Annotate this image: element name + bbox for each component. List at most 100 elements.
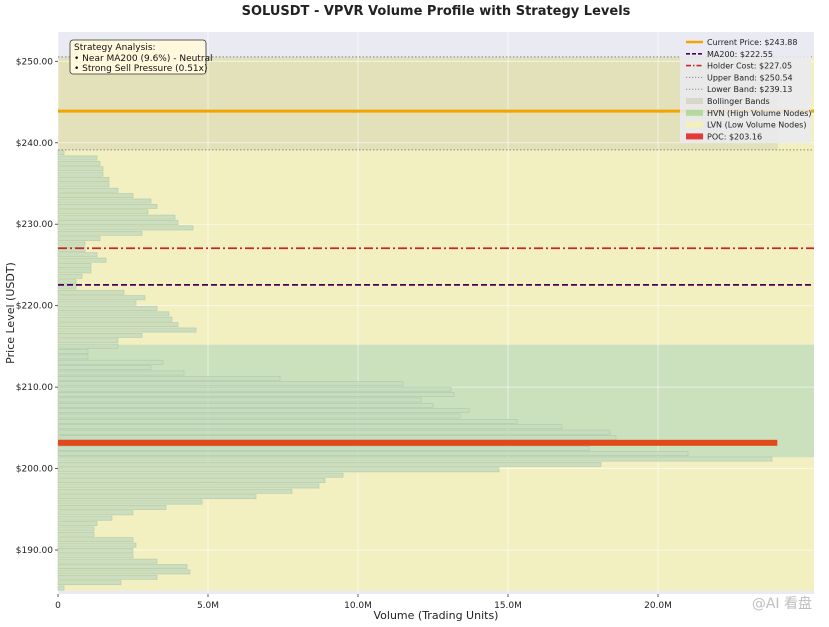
volume-bar-14 <box>57 510 134 516</box>
volume-bar-48 <box>57 327 197 333</box>
legend-label-3: Upper Band: $250.54 <box>707 73 793 82</box>
volume-bar-57 <box>57 279 77 285</box>
volume-bar-59 <box>57 268 92 274</box>
y-tick-label-3: $220.00 <box>16 302 53 312</box>
volume-bar-80 <box>57 155 98 161</box>
volume-bar-52 <box>57 306 158 311</box>
volume-bar-55 <box>57 290 125 295</box>
watermark: @AI 看盘 <box>752 595 812 612</box>
volume-bar-79 <box>57 160 101 166</box>
volume-bar-5 <box>57 558 158 564</box>
volume-bar-33 <box>57 408 470 414</box>
volume-bar-73 <box>57 193 134 199</box>
volume-bar-25 <box>57 451 689 457</box>
volume-bar-18 <box>57 488 293 494</box>
volume-bar-72 <box>57 198 152 204</box>
volume-bar-62 <box>57 252 98 258</box>
legend-swatch-5 <box>686 98 703 104</box>
volume-bar-49 <box>57 322 179 328</box>
volume-bar-66 <box>57 230 143 236</box>
x-tick-label-1: 5.0M <box>197 601 219 611</box>
volume-bar-47 <box>57 333 143 338</box>
volume-bar-7 <box>57 548 134 553</box>
zones-layer <box>58 56 814 591</box>
volume-bar-71 <box>57 203 158 209</box>
legend-label-5: Bollinger Bands <box>707 97 770 106</box>
volume-bar-16 <box>57 499 203 505</box>
volume-bar-21 <box>57 472 344 478</box>
volume-bar-67 <box>57 225 194 231</box>
volume-bar-32 <box>57 413 461 419</box>
volume-bar-11 <box>57 526 95 532</box>
watermark-text: @AI 看盘 <box>752 595 812 612</box>
volume-bar-61 <box>57 257 107 263</box>
volume-bar-81 <box>57 150 65 156</box>
legend-swatch-7 <box>686 121 703 128</box>
volume-bar-68 <box>57 220 179 225</box>
strategy-annotation: Strategy Analysis:• Near MA200 (9.6%) - … <box>69 39 213 75</box>
volume-bar-2 <box>57 574 158 580</box>
y-axis-ticks: $190.00 $200.00 $210.00 $220.00 $230.00 $240.… <box>16 57 58 556</box>
volume-bar-53 <box>57 300 137 306</box>
volume-bar-65 <box>57 236 101 242</box>
volume-bar-58 <box>57 273 83 279</box>
legend-label-8: POC: $203.16 <box>707 132 762 141</box>
legend: Current Price: $243.88 MA200: $222.55 Hold… <box>680 35 812 143</box>
volume-bar-29 <box>57 429 611 435</box>
y-tick-label-1: $200.00 <box>16 465 53 475</box>
x-tick-label-0: 0 <box>55 601 61 611</box>
volume-bar-0 <box>57 585 65 591</box>
y-tick-label-5: $240.00 <box>16 139 53 149</box>
volume-bar-23 <box>57 462 602 467</box>
volume-bar-69 <box>57 214 176 220</box>
legend-swatch-8 <box>686 133 703 140</box>
annotation-title: Strategy Analysis: <box>74 43 156 53</box>
volume-bar-10 <box>57 531 95 537</box>
volume-bar-12 <box>57 521 98 526</box>
y-tick-label-4: $230.00 <box>16 220 53 230</box>
volume-bar-34 <box>57 402 434 408</box>
volume-bar-44 <box>57 349 89 354</box>
volume-bar-42 <box>57 359 164 365</box>
volume-bar-37 <box>57 386 452 392</box>
x-axis-ticks: 0 5.0M 10.0M 15.0M 20.0M <box>55 594 672 611</box>
volume-bar-8 <box>57 542 137 548</box>
volume-bar-43 <box>57 354 89 360</box>
chart-title: SOLUSDT - VPVR Volume Profile with Strat… <box>242 4 631 19</box>
volume-bar-54 <box>57 295 146 301</box>
x-tick-label-2: 10.0M <box>344 601 372 611</box>
x-tick-label-3: 15.0M <box>494 601 522 611</box>
volume-bar-28 <box>57 435 617 440</box>
volume-bar-78 <box>57 166 104 172</box>
volume-bar-4 <box>57 564 188 569</box>
volume-bar-26 <box>57 445 590 451</box>
legend-label-2: Holder Cost: $227.05 <box>707 62 792 71</box>
y-axis-title: Price Level (USDT) <box>4 262 17 364</box>
volume-bar-19 <box>57 483 320 489</box>
volume-bar-36 <box>57 392 455 397</box>
poc-bar <box>58 439 778 446</box>
volume-bar-13 <box>57 515 113 521</box>
volume-bar-63 <box>57 247 86 252</box>
volume-bar-40 <box>57 370 185 376</box>
volume-bar-50 <box>57 316 173 322</box>
legend-label-4: Lower Band: $239.13 <box>707 85 792 94</box>
legend-label-0: Current Price: $243.88 <box>707 38 797 47</box>
volume-bar-22 <box>57 467 500 473</box>
volume-bar-64 <box>57 241 86 247</box>
volume-bar-41 <box>57 365 152 371</box>
volume-bar-39 <box>57 376 281 381</box>
volume-bar-9 <box>57 537 134 543</box>
volume-bar-77 <box>57 171 104 177</box>
legend-box <box>680 35 811 143</box>
y-tick-label-6: $250.00 <box>16 57 53 67</box>
annotation-line-1: • Strong Sell Pressure (0.51x) <box>74 64 208 74</box>
x-tick-label-4: 20.0M <box>644 601 672 611</box>
volume-bar-75 <box>57 182 110 188</box>
volume-bar-38 <box>57 381 404 387</box>
volume-bar-30 <box>57 424 563 430</box>
volume-bar-51 <box>57 311 170 317</box>
volume-bar-6 <box>57 553 134 559</box>
